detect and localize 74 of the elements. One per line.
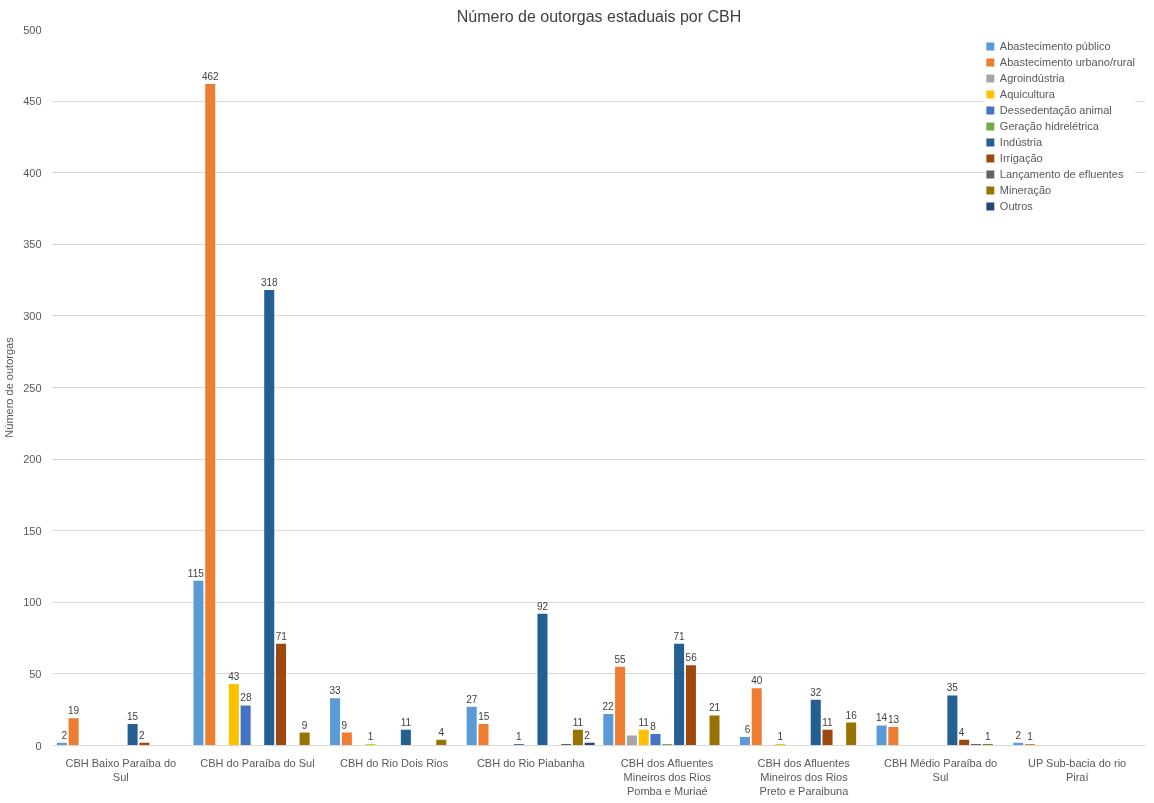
data-label: 71 [673, 630, 686, 642]
x-tick-label: CBH do Paraíba do Sul [200, 756, 315, 769]
data-label: 27 [466, 693, 478, 705]
data-label: 1 [984, 731, 991, 743]
legend-label: Mineração [999, 183, 1052, 197]
data-label: 22 [602, 701, 615, 712]
data-label: 9 [341, 719, 348, 731]
data-label: 1 [1027, 731, 1034, 743]
data-label: 115 [187, 567, 205, 579]
data-label: 92 [536, 600, 549, 612]
y-axis-title: Número de outorgas [3, 336, 16, 438]
data-label: 318 [260, 277, 279, 289]
y-tick-label: 450 [23, 95, 42, 108]
data-label: 11 [822, 716, 834, 728]
data-label: 14 [876, 712, 888, 724]
data-label: 16 [845, 709, 858, 721]
data-label: 35 [946, 682, 959, 694]
data-label: 2 [584, 729, 591, 741]
data-label: 43 [228, 670, 240, 682]
legend-label: Irrigação [999, 151, 1043, 165]
data-label: 28 [240, 692, 252, 704]
y-tick-label: 50 [29, 667, 42, 680]
legend-label: Geração hidrelétrica [999, 119, 1099, 133]
data-label: 55 [614, 653, 627, 665]
y-tick-label: 150 [23, 524, 42, 537]
data-label: 4 [438, 726, 445, 738]
data-label: 462 [201, 70, 220, 82]
data-label: 4 [958, 726, 965, 738]
legend-label: Lançamento de efluentes [999, 167, 1124, 181]
x-tick-label: CBH dos Afluentes Mineiros dos Rios Preto e Paraibuna [757, 756, 851, 798]
legend-label: Abastecimento urbano/rural [999, 55, 1135, 69]
data-label: 9 [301, 719, 308, 731]
data-label: 33 [329, 685, 342, 697]
y-tick-label: 0 [35, 739, 42, 752]
data-label: 2 [61, 729, 68, 741]
data-label: 21 [708, 702, 721, 714]
data-label: 19 [68, 705, 80, 717]
data-label: 2 [1015, 729, 1022, 741]
data-label: 15 [478, 711, 490, 723]
y-tick-label: 350 [23, 238, 42, 251]
y-tick-label: 500 [23, 23, 42, 36]
data-label: 11 [572, 716, 584, 728]
legend-label: Aquicultura [999, 87, 1055, 101]
data-label: 40 [751, 675, 763, 687]
y-tick-label: 200 [23, 453, 42, 466]
x-tick-label: CBH Baixo Paraíba do Sul [65, 756, 177, 783]
data-label: 32 [810, 686, 822, 698]
x-tick-label: CBH do Rio Piabanha [476, 756, 586, 769]
y-tick-label: 400 [23, 166, 42, 179]
legend-label: Agroindústria [999, 71, 1065, 85]
y-tick-label: 250 [23, 381, 42, 394]
data-label: 8 [650, 721, 657, 733]
legend-label: Abastecimento público [999, 39, 1111, 53]
data-label: 71 [275, 630, 288, 642]
data-label: 13 [888, 713, 900, 725]
data-label: 2 [139, 729, 146, 741]
x-tick-label: CBH Médio Paraíba do Sul [884, 756, 998, 783]
data-label: 56 [685, 652, 698, 664]
x-tick-label: CBH dos Afluentes Mineiros dos Rios Pomba e Muriaé [620, 756, 714, 798]
chart-title: Número de outorgas estaduais por CBH [456, 7, 742, 25]
x-tick-label: UP Sub-bacia do rio Piraí [1027, 756, 1127, 783]
x-tick-label: CBH do Rio Dois Rios [339, 756, 449, 769]
data-label: 11 [400, 716, 412, 728]
data-label: 15 [127, 711, 139, 723]
legend-label: Indústria [999, 135, 1043, 149]
legend-label: Dessedentação animal [999, 103, 1112, 117]
data-label: 11 [638, 716, 650, 728]
data-label: 1 [367, 731, 374, 743]
y-tick-label: 300 [23, 309, 42, 322]
data-label: 1 [516, 731, 523, 743]
legend-label: Outros [999, 199, 1033, 213]
data-label: 6 [744, 723, 751, 735]
y-tick-label: 100 [23, 596, 42, 609]
data-label: 1 [777, 731, 784, 743]
